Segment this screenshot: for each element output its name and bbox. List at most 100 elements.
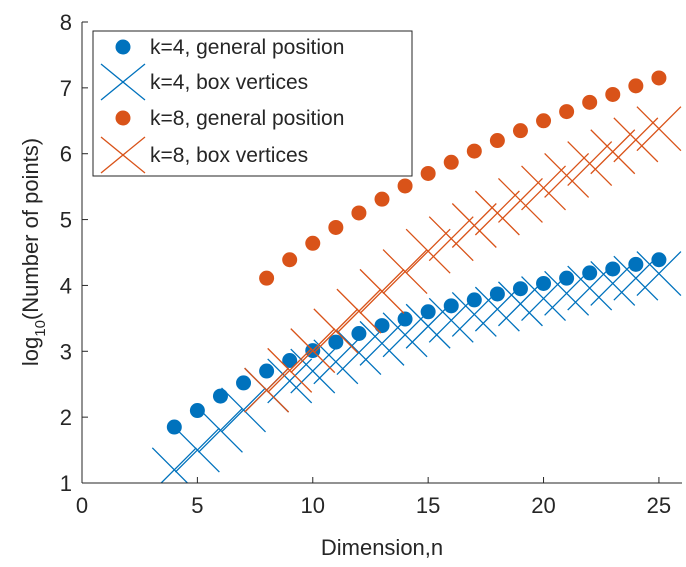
data-point-x	[198, 407, 243, 453]
data-point-x	[636, 251, 682, 297]
series-3	[244, 106, 682, 413]
data-point-x	[451, 203, 497, 248]
data-point-x	[336, 330, 382, 376]
axes-layer	[81, 22, 682, 484]
data-point	[374, 318, 390, 334]
marks-layer	[151, 70, 682, 483]
data-point-x	[290, 328, 336, 374]
y-axis-title-subscript: 10	[32, 320, 49, 337]
data-point-x	[382, 249, 428, 295]
data-point-x	[151, 447, 197, 483]
data-point-x	[544, 270, 590, 316]
data-point	[536, 275, 552, 291]
x-tick-label: 15	[416, 493, 440, 518]
data-point	[212, 388, 228, 404]
data-point	[582, 94, 598, 110]
data-point-x	[521, 165, 566, 211]
legend: k=4, general position k=4, box vertices k=…	[92, 30, 413, 177]
legend-entry: k=8, box vertices	[100, 136, 308, 174]
series-1	[151, 251, 682, 483]
data-point-x	[313, 308, 359, 354]
y-tick-label: 2	[60, 405, 72, 430]
data-point-x	[359, 268, 405, 314]
ticks-layer: 0 5 10 15 20 25 1 2 3 4 5 6 7 8	[60, 10, 671, 518]
data-point-x	[521, 276, 566, 322]
x-tick-label: 10	[301, 493, 325, 518]
data-point	[236, 375, 252, 391]
data-point-x	[498, 281, 543, 327]
legend-entry: k=4, general position	[115, 36, 344, 59]
data-point	[328, 334, 344, 350]
data-point-x	[544, 152, 590, 198]
data-point-x	[498, 178, 543, 223]
data-point	[282, 252, 298, 268]
legend-label: k=8, general position	[150, 107, 344, 130]
data-point	[536, 113, 552, 129]
legend-label: k=4, box vertices	[150, 71, 308, 94]
data-point-x	[636, 106, 682, 152]
series-2	[259, 70, 667, 286]
legend-marker-x	[100, 63, 146, 101]
data-point	[651, 252, 667, 268]
data-point-x	[290, 348, 336, 394]
y-tick-label: 6	[60, 142, 72, 167]
data-point	[489, 286, 505, 302]
data-point	[305, 235, 321, 251]
data-point-x	[382, 312, 428, 358]
y-tick-label: 8	[60, 10, 72, 35]
data-point-x	[428, 216, 474, 262]
data-point-x	[451, 291, 497, 337]
data-point	[559, 270, 575, 286]
data-point	[605, 86, 621, 102]
data-point	[351, 205, 367, 221]
y-tick-label: 5	[60, 208, 72, 233]
data-point-x	[567, 141, 613, 187]
data-point	[328, 219, 344, 235]
y-tick-label: 3	[60, 339, 72, 364]
data-point	[628, 78, 644, 94]
data-point	[397, 311, 413, 327]
y-axis-title-main: log	[18, 337, 43, 366]
data-point-x	[474, 190, 520, 236]
legend-entries: k=4, general position k=4, box vertices k=…	[100, 36, 344, 174]
y-tick-label: 1	[60, 471, 72, 496]
legend-label: k=4, general position	[150, 36, 344, 59]
data-point-x	[244, 367, 290, 413]
x-tick-label: 0	[76, 493, 88, 518]
data-point-x	[590, 129, 636, 175]
data-point	[443, 298, 459, 314]
data-point-x	[267, 347, 313, 393]
legend-entry: k=8, general position	[115, 107, 344, 130]
data-point	[374, 191, 390, 207]
y-tick-label: 4	[60, 273, 72, 298]
x-tick-label: 20	[531, 493, 555, 518]
data-point-x	[174, 427, 220, 473]
y-axis-title-rest: (Number of points)	[18, 138, 43, 320]
y-tick-label: 7	[60, 76, 72, 101]
legend-marker-x	[100, 136, 146, 174]
data-point	[651, 70, 667, 86]
data-point	[443, 154, 459, 170]
data-point	[466, 292, 482, 308]
data-point-x	[359, 320, 405, 366]
y-axis-title: log10(Number of points)	[18, 138, 49, 366]
data-point	[189, 403, 205, 419]
data-point	[259, 270, 275, 286]
data-point-x	[313, 339, 359, 385]
x-tick-label: 5	[191, 493, 203, 518]
data-point	[605, 261, 621, 277]
data-point	[512, 123, 528, 139]
data-point	[420, 165, 436, 181]
data-point-x	[474, 286, 520, 332]
data-point-x	[267, 358, 313, 404]
x-tick-label: 25	[647, 493, 671, 518]
data-point	[259, 363, 275, 379]
legend-entry: k=4, box vertices	[100, 63, 308, 101]
data-point	[489, 133, 505, 149]
data-point-x	[405, 228, 451, 274]
svg-text:log10(Number of points): log10(Number of points)	[18, 138, 49, 366]
data-point-x	[336, 288, 382, 334]
data-point	[351, 326, 367, 342]
